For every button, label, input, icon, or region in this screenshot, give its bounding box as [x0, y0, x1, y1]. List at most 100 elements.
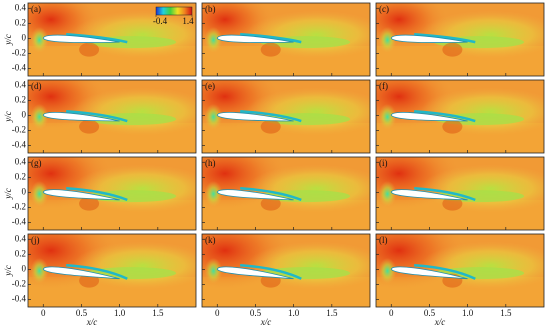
stagnation — [204, 103, 223, 130]
low-region — [442, 196, 463, 211]
y-tick-label: -0.2 — [12, 47, 26, 57]
y-tick-label: 0.4 — [15, 79, 27, 89]
stagnation — [30, 180, 49, 207]
stagnation — [204, 180, 223, 207]
stagnation — [378, 257, 397, 284]
airfoil-wake — [66, 186, 128, 202]
airfoil — [390, 112, 468, 122]
y-axis-label: y/c — [3, 265, 13, 277]
y-axis-label: y/c — [3, 111, 13, 123]
panel: (k) 0 0.5 1.0 1.5 x/c — [201, 233, 371, 327]
panel-label: (j) — [31, 235, 40, 245]
y-tick-label: -0.4 — [12, 140, 27, 150]
contour-field — [28, 80, 196, 153]
contour-field — [202, 80, 370, 153]
low-region — [79, 119, 100, 134]
panel: (a) -0.4 -0.2 0 0.2 0.4 y/c -0.4 1.4 — [3, 2, 197, 77]
panel: (b) — [201, 2, 371, 77]
airfoil-wake — [240, 186, 302, 202]
airfoil — [390, 266, 468, 280]
contour-field — [28, 234, 196, 307]
axes-frame — [375, 79, 545, 154]
y-tick-label: -0.2 — [12, 278, 26, 288]
contour-field — [202, 3, 370, 76]
contour-field — [376, 157, 544, 230]
panel: (g) -0.4 -0.2 0 0.2 0.4 y/c — [3, 156, 197, 231]
panel-label: (l) — [379, 235, 388, 245]
panel: (e) — [201, 79, 371, 154]
airfoil — [216, 112, 294, 122]
axes-frame — [27, 2, 197, 77]
y-tick-label: 0.4 — [15, 233, 27, 243]
y-tick-label: 0.2 — [15, 171, 26, 181]
airfoil — [42, 189, 120, 201]
airfoil-wake — [414, 186, 476, 202]
contour-field — [376, 3, 544, 76]
axes-frame — [375, 233, 545, 308]
y-tick-label: 0.2 — [15, 248, 26, 258]
x-tick-label: 1.0 — [114, 308, 126, 318]
y-tick-label: 0.2 — [15, 17, 26, 27]
x-tick-label: 0.5 — [250, 308, 262, 318]
airfoil — [42, 112, 120, 122]
stagnation — [378, 180, 397, 207]
axes-frame — [201, 156, 371, 231]
y-tick-label: 0.2 — [15, 94, 26, 104]
colorbar-label: 1.4 — [182, 16, 194, 26]
airfoil-wake — [66, 109, 128, 123]
panel: (j) 0 0.5 1.0 1.5 -0.4 -0.2 0 0.2 0.4 y/c x/c — [3, 233, 197, 327]
stagnation — [378, 26, 397, 53]
contour-field — [376, 234, 544, 307]
panel-label: (a) — [31, 4, 41, 14]
axes-frame — [201, 79, 371, 154]
colorbar — [155, 6, 193, 16]
panel: (c) — [375, 2, 545, 77]
low-region — [260, 42, 281, 57]
stagnation — [30, 257, 49, 284]
airfoil-wake — [240, 263, 302, 280]
panel-label: (b) — [205, 4, 216, 14]
x-tick-label: 1.5 — [500, 308, 512, 318]
axes-frame — [27, 233, 197, 308]
y-tick-label: 0.4 — [15, 156, 27, 166]
low-region — [442, 42, 463, 57]
low-region — [442, 119, 463, 134]
x-tick-label: 0 — [41, 308, 46, 318]
y-tick-label: 0 — [22, 186, 27, 196]
panel: (h) — [201, 156, 371, 231]
airfoil — [390, 189, 468, 201]
low-region — [260, 196, 281, 211]
stagnation — [204, 26, 223, 53]
panel-label: (g) — [31, 158, 42, 168]
x-tick-label: 1.5 — [152, 308, 164, 318]
contour-field — [376, 80, 544, 153]
colorbar-label: -0.4 — [153, 16, 168, 26]
panel-label: (i) — [379, 158, 388, 168]
y-tick-label: -0.2 — [12, 124, 26, 134]
airfoil — [216, 189, 294, 201]
stagnation — [30, 26, 49, 53]
airfoil — [42, 266, 120, 280]
panel-label: (e) — [205, 81, 215, 91]
axes-frame — [201, 233, 371, 308]
axes-frame — [375, 156, 545, 231]
y-tick-label: 0 — [22, 32, 27, 42]
x-tick-label: 0.5 — [76, 308, 88, 318]
axes-frame — [27, 156, 197, 231]
airfoil — [390, 34, 468, 43]
axes-frame — [201, 2, 371, 77]
contour-field — [28, 157, 196, 230]
x-axis-label: x/c — [86, 317, 98, 327]
y-tick-label: -0.4 — [12, 217, 27, 227]
panel: (f) — [375, 79, 545, 154]
airfoil — [42, 34, 120, 43]
airfoil-wake — [240, 32, 302, 44]
x-tick-label: 1.0 — [288, 308, 300, 318]
axes-frame — [375, 2, 545, 77]
axes-frame — [27, 79, 197, 154]
panel: (l) 0 0.5 1.0 1.5 x/c — [375, 233, 545, 327]
y-axis-label: y/c — [3, 34, 13, 46]
y-axis-label: y/c — [3, 188, 13, 200]
x-tick-label: 0 — [215, 308, 220, 318]
